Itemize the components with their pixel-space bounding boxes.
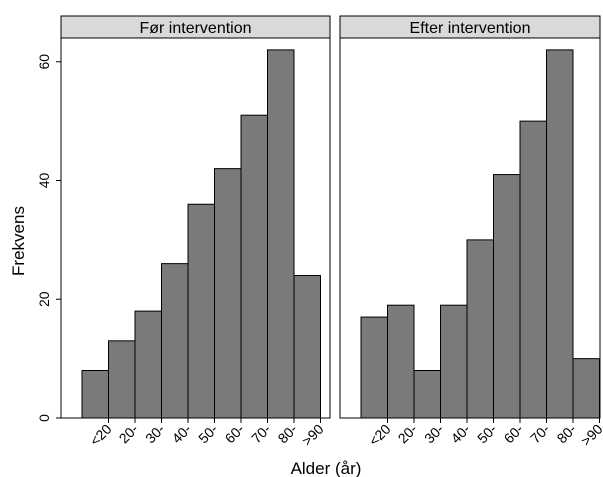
- bar-70-after: [519, 120, 547, 419]
- y-tick-label: 60: [36, 54, 52, 70]
- bar-20-before: [81, 370, 109, 419]
- x-tick-label: <20: [87, 421, 115, 449]
- bar-60-after: [493, 174, 521, 419]
- x-tick-label: 40-: [447, 421, 473, 447]
- x-tick-label: 30-: [421, 421, 447, 447]
- x-tick-label: 80-: [274, 421, 300, 447]
- x-tick-label: 30-: [142, 421, 168, 447]
- bar-40-after: [440, 304, 468, 419]
- y-tick-label: 20: [36, 291, 52, 307]
- panel-after: Efter intervention <20 20- 30- 40- 50- 60- 70- 8…: [339, 15, 603, 449]
- bar-30-before: [134, 310, 162, 419]
- y-axis: 0 20 40 60: [36, 54, 61, 422]
- x-tick-label: 50-: [195, 421, 221, 447]
- bar-80-after: [546, 49, 574, 419]
- bar-80-before: [267, 49, 295, 419]
- x-tick-label: 60-: [500, 421, 526, 447]
- bar-30-after: [413, 370, 441, 419]
- bar-90-before: [293, 275, 321, 419]
- x-tick-label: >90: [578, 421, 603, 449]
- panel-title: Efter intervention: [410, 20, 531, 37]
- x-tick-label: >90: [299, 421, 327, 449]
- bar-50-before: [187, 203, 215, 419]
- x-tick-label: <20: [366, 421, 394, 449]
- bar-60-before: [214, 168, 242, 419]
- x-tick-label: 70-: [248, 421, 274, 447]
- x-tick-label: 20-: [394, 421, 420, 447]
- y-tick-label: 40: [36, 173, 52, 189]
- y-tick-label: 0: [36, 414, 52, 422]
- panel-before: Før intervention <20 20- 30- 40- 50- 60- 70- 80-…: [60, 15, 331, 449]
- bar-20-after: [360, 316, 388, 419]
- bar-90-after: [572, 358, 600, 419]
- x-axis-title: Alder (år): [291, 459, 362, 477]
- x-tick-label: 40-: [168, 421, 194, 447]
- y-axis-title: Frekvens: [9, 206, 28, 276]
- x-tick-label: 50-: [474, 421, 500, 447]
- bar-40-before: [161, 263, 189, 419]
- panel-title: Før intervention: [139, 20, 251, 37]
- x-tick-label: 70-: [527, 421, 553, 447]
- bar-20-before: [108, 340, 136, 419]
- x-tick-label: 60-: [221, 421, 247, 447]
- bar-70-before: [240, 114, 268, 419]
- x-tick-label: 20-: [115, 421, 141, 447]
- x-tick-label: 80-: [553, 421, 579, 447]
- bar-20-after: [387, 304, 415, 419]
- bar-50-after: [466, 239, 494, 419]
